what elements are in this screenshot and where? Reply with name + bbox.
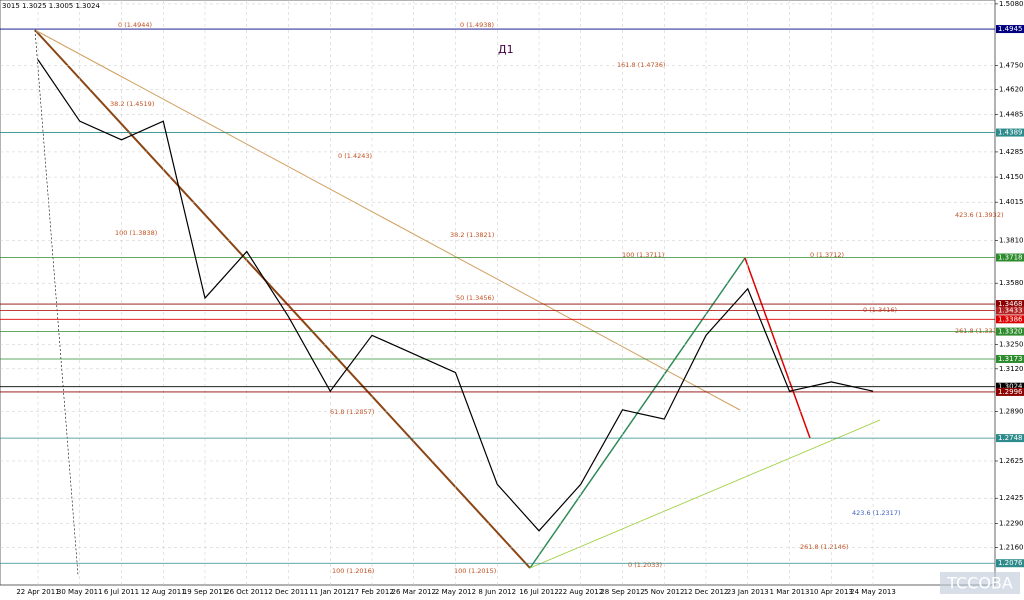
annotation: Д1 bbox=[498, 43, 514, 56]
y-tick-label: 1.2290 bbox=[999, 519, 1024, 527]
y-tick-label: 1.3250 bbox=[999, 341, 1024, 349]
level-label: 1.4945 bbox=[998, 25, 1023, 33]
y-tick-label: 1.2425 bbox=[999, 494, 1024, 502]
level-label: 1.2996 bbox=[998, 388, 1023, 396]
y-tick-label: 1.2890 bbox=[999, 408, 1024, 416]
level-label: 1.3024 bbox=[998, 383, 1023, 391]
y-tick-label: 1.5080 bbox=[999, 0, 1024, 8]
fib-label: 61.8 (1.2857) bbox=[330, 408, 374, 416]
fib-label: 100 (1.3838) bbox=[115, 229, 157, 237]
level-label: 1.3433 bbox=[998, 307, 1023, 315]
fib-label: 261.8 (1.2146) bbox=[800, 543, 849, 551]
x-tick-label: 2 Dec 2011 bbox=[268, 588, 308, 596]
x-tick-label: 19 Sep 2011 bbox=[183, 588, 227, 596]
y-tick-label: 1.3810 bbox=[999, 236, 1024, 244]
level-label: 1.3173 bbox=[998, 355, 1023, 363]
x-tick-label: 17 Feb 2012 bbox=[350, 588, 394, 596]
y-tick-label: 1.2160 bbox=[999, 544, 1024, 552]
x-tick-label: 30 May 2011 bbox=[57, 588, 103, 596]
fib-label: 261.8 (1.3318) bbox=[955, 327, 1004, 335]
x-tick-label: 12 Dec 2012 bbox=[684, 588, 729, 596]
x-tick-label: 24 May 2013 bbox=[850, 588, 896, 596]
y-tick-label: 1.4150 bbox=[999, 173, 1024, 181]
x-tick-label: 26 Mar 2012 bbox=[392, 588, 436, 596]
x-tick-label: 23 Jan 2013 bbox=[727, 588, 769, 596]
fib-label: 38.2 (1.3821) bbox=[450, 231, 494, 239]
x-tick-label: 22 Apr 2011 bbox=[16, 588, 59, 596]
level-box bbox=[996, 253, 1024, 262]
level-label: 1.3718 bbox=[998, 253, 1023, 261]
level-box bbox=[996, 128, 1024, 137]
fib-label: 0 (1.4944) bbox=[118, 21, 152, 29]
x-tick-label: 11 Jan 2012 bbox=[309, 588, 351, 596]
level-label: 1.3320 bbox=[998, 328, 1023, 336]
y-tick-label: 1.4750 bbox=[999, 61, 1024, 69]
y-tick-label: 1.4285 bbox=[999, 148, 1024, 156]
fib-label: 0 (1.3416) bbox=[863, 306, 897, 314]
level-box bbox=[996, 25, 1024, 34]
y-tick-label: 1.4015 bbox=[999, 198, 1024, 206]
y-tick-label: 1.3580 bbox=[999, 279, 1024, 287]
fib-label: 0 (1.3712) bbox=[810, 251, 844, 259]
x-tick-label: 8 Jun 2012 bbox=[478, 588, 516, 596]
plot-area bbox=[0, 0, 996, 586]
fib-label: 0 (1.4938) bbox=[460, 21, 494, 29]
fib-label: 50 (1.3456) bbox=[456, 294, 494, 302]
level-box bbox=[996, 387, 1024, 396]
x-tick-label: 1 Mar 2013 bbox=[770, 588, 810, 596]
y-tick-label: 1.3120 bbox=[999, 365, 1024, 373]
x-tick-label: 26 Oct 2011 bbox=[225, 588, 268, 596]
level-box bbox=[996, 434, 1024, 443]
watermark: TCCOBA bbox=[946, 574, 1013, 593]
fib-label: 161.8 (1.4736) bbox=[617, 61, 666, 69]
watermark-bg bbox=[940, 572, 1020, 594]
x-tick-label: 5 Nov 2012 bbox=[644, 588, 684, 596]
level-box bbox=[996, 559, 1024, 568]
level-label: 1.3468 bbox=[998, 300, 1023, 308]
fib-label: 38.2 (1.4519) bbox=[110, 100, 154, 108]
fib-label: 100 (1.2015) bbox=[454, 567, 496, 575]
level-box bbox=[996, 315, 1024, 324]
fib-label: 0 (1.4243) bbox=[338, 152, 372, 160]
x-tick-label: 6 Jul 2011 bbox=[104, 588, 139, 596]
price-line bbox=[37, 59, 874, 532]
fib-label: 100 (1.2016) bbox=[332, 567, 374, 575]
level-label: 1.3386 bbox=[998, 315, 1023, 323]
y-tick-label: 1.2625 bbox=[999, 457, 1024, 465]
level-box bbox=[996, 354, 1024, 363]
level-box bbox=[996, 327, 1024, 336]
y-tick-label: 1.4485 bbox=[999, 111, 1024, 119]
header: 3015 1.3025 1.3005 1.3024 bbox=[2, 2, 101, 10]
x-tick-label: 10 Apr 2013 bbox=[810, 588, 853, 596]
fib-label: 100 (1.3711) bbox=[622, 251, 664, 259]
fib-labels: 0 (1.4944) 0 (1.4938) 161.8 (1.4736) 38.… bbox=[110, 21, 1004, 575]
fib-label: 423.6 (1.3932) bbox=[955, 211, 1004, 219]
level-label: 1.4389 bbox=[998, 129, 1023, 137]
y-tick-label: 1.4620 bbox=[999, 86, 1024, 94]
level-label: 1.2748 bbox=[998, 434, 1023, 442]
x-tick-label: 16 Jul 2012 bbox=[519, 588, 559, 596]
level-label: 1.2076 bbox=[998, 559, 1023, 567]
level-box bbox=[996, 300, 1024, 309]
level-box bbox=[996, 306, 1024, 315]
x-tick-label: 28 Sep 2012 bbox=[600, 588, 644, 596]
fib-label: 0 (1.2033) bbox=[628, 561, 662, 569]
x-tick-label: 22 Aug 2012 bbox=[558, 588, 603, 596]
fib-label: 423.6 (1.2317) bbox=[852, 509, 901, 517]
x-tick-label: 2 May 2012 bbox=[435, 588, 476, 596]
x-tick-label: 12 Aug 2011 bbox=[141, 588, 186, 596]
level-box bbox=[996, 382, 1024, 391]
